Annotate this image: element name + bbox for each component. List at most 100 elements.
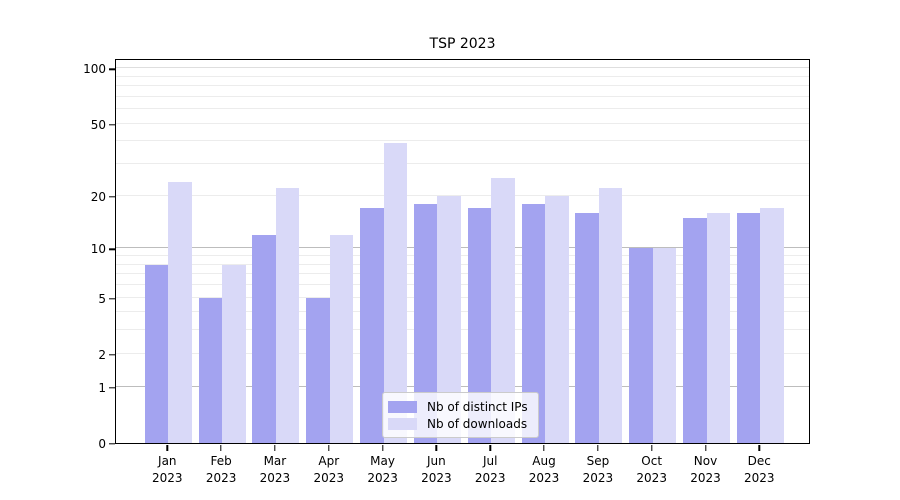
- bar-distinct-ips-oct: [629, 248, 653, 443]
- bar-downloads-dec: [760, 208, 784, 443]
- x-tick-month: Sep: [586, 454, 610, 468]
- legend-swatch-downloads: [388, 417, 417, 430]
- x-tick-label-oct: Oct 2023: [636, 453, 667, 487]
- x-tick-year: 2023: [421, 471, 452, 485]
- gridline-minor-80: [116, 85, 809, 87]
- x-tick-month: Jan: [158, 454, 177, 468]
- bar-downloads-nov: [706, 212, 730, 443]
- x-tick-mark-jun: [435, 445, 438, 451]
- bar-distinct-ips-feb: [198, 297, 223, 443]
- gridline-major-1: [116, 385, 809, 387]
- x-tick-mark-sep: [597, 445, 599, 451]
- x-tick-month: Feb: [210, 454, 232, 468]
- bar-downloads-jun: [437, 195, 461, 443]
- bar-downloads-sep: [598, 188, 623, 443]
- legend-label: Nb of distinct IPs: [427, 399, 528, 414]
- y-tick-mark-50: [109, 123, 115, 126]
- y-tick-mark-20: [109, 195, 115, 198]
- x-tick-label-aug: Aug 2023: [529, 453, 560, 487]
- x-tick-mark-feb: [220, 445, 222, 451]
- y-tick-label-10: 10: [90, 242, 106, 257]
- x-tick-label-jul: Jul 2023: [475, 453, 506, 487]
- bar-distinct-ips-nov: [683, 217, 707, 443]
- bar-distinct-ips-jan: [144, 264, 169, 443]
- x-tick-label-jun: Jun 2023: [421, 453, 452, 487]
- x-tick-mark-dec: [758, 445, 760, 451]
- x-tick-year: 2023: [528, 471, 560, 485]
- x-tick-month: Jul: [482, 454, 498, 468]
- x-tick-mark-jan: [166, 445, 168, 451]
- legend-label: Nb of downloads: [427, 416, 528, 431]
- x-tick-month: Nov: [693, 454, 718, 468]
- chart-title: TSP 2023: [429, 36, 496, 52]
- bar-downloads-mar: [275, 188, 300, 443]
- y-tick-mark-2: [109, 354, 115, 356]
- bar-downloads-feb: [222, 264, 246, 443]
- legend-item-downloads: Nb of downloads: [388, 415, 528, 432]
- bar-downloads-apr: [329, 234, 354, 443]
- y-tick-mark-5: [109, 297, 115, 300]
- gridline-minor-70: [116, 95, 809, 97]
- x-tick-year: 2023: [367, 471, 398, 485]
- x-tick-label-may: May 2023: [367, 453, 398, 487]
- bar-downloads-jul: [491, 178, 515, 443]
- gridline-minor-50: [116, 122, 809, 124]
- x-tick-label-sep: Sep 2023: [583, 453, 614, 487]
- gridline-minor-30: [116, 163, 809, 165]
- y-tick-mark-1: [109, 386, 115, 389]
- x-tick-year: 2023: [474, 471, 506, 485]
- bar-distinct-ips-may: [360, 208, 384, 443]
- bar-downloads-jan: [168, 181, 192, 443]
- x-tick-month: Aug: [532, 454, 556, 468]
- y-tick-label-20: 20: [90, 189, 106, 204]
- gridline-minor-5: [116, 296, 809, 298]
- x-tick-mark-oct: [650, 445, 653, 451]
- y-tick-label-50: 50: [90, 117, 106, 132]
- gridline-minor-3: [116, 329, 809, 331]
- bar-distinct-ips-jul: [467, 208, 492, 443]
- bar-distinct-ips-jun: [413, 203, 438, 443]
- x-tick-month: Mar: [263, 454, 287, 468]
- x-tick-label-mar: Mar 2023: [260, 453, 291, 487]
- x-tick-year: 2023: [636, 471, 667, 485]
- gridline-minor-20: [116, 194, 809, 196]
- y-tick-label-100: 100: [83, 62, 106, 77]
- x-tick-mark-jul: [489, 445, 491, 451]
- x-tick-label-feb: Feb 2023: [206, 453, 237, 487]
- y-tick-label-0: 0: [98, 437, 106, 451]
- x-tick-month: Oct: [641, 454, 663, 468]
- gridline-minor-8: [116, 263, 809, 265]
- x-tick-mark-mar: [274, 445, 276, 451]
- y-tick-mark-10: [109, 248, 115, 250]
- x-tick-month: Apr: [318, 454, 340, 468]
- x-tick-mark-may: [381, 445, 384, 451]
- x-tick-mark-apr: [328, 445, 330, 451]
- gridline-minor-90: [116, 75, 809, 77]
- gridline-minor-2: [116, 352, 809, 354]
- x-tick-mark-nov: [704, 445, 707, 451]
- x-tick-mark-aug: [543, 445, 545, 451]
- gridline-minor-7: [116, 273, 809, 275]
- bar-distinct-ips-mar: [252, 234, 276, 443]
- legend-item-distinct-ips: Nb of distinct IPs: [388, 398, 528, 415]
- x-tick-year: 2023: [205, 471, 237, 485]
- gridline-minor-6: [116, 284, 809, 285]
- y-axis: 0 1 2 5 10 20 50 100: [0, 59, 115, 451]
- x-tick-label-nov: Nov 2023: [690, 453, 721, 487]
- x-tick-month: Jun: [427, 454, 446, 468]
- y-tick-mark-0: [109, 443, 115, 445]
- bar-distinct-ips-sep: [575, 212, 599, 443]
- x-tick-label-jan: Jan 2023: [152, 453, 183, 487]
- legend: Nb of distinct IPs Nb of downloads: [382, 392, 539, 438]
- gridline-minor-9: [116, 255, 809, 256]
- gridline-major-10: [116, 247, 809, 249]
- gridline-minor-4: [116, 311, 809, 313]
- x-tick-month: Dec: [747, 454, 771, 468]
- bar-downloads-aug: [545, 195, 569, 443]
- plot-area: Nb of distinct IPs Nb of downloads: [115, 59, 810, 444]
- x-tick-year: 2023: [582, 471, 614, 485]
- gridline-minor-40: [116, 140, 809, 142]
- x-tick-year: 2023: [313, 471, 345, 485]
- bar-distinct-ips-apr: [306, 297, 330, 443]
